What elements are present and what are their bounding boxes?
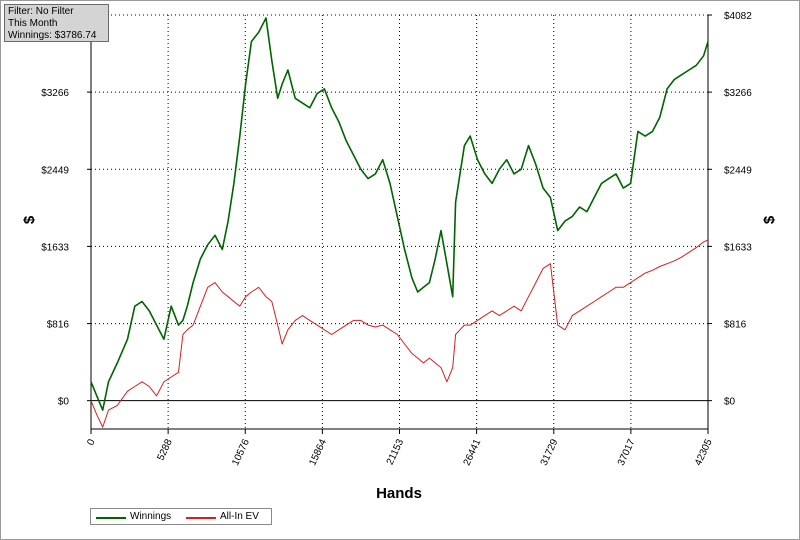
legend-label-allin-ev: All-In EV <box>220 511 259 522</box>
y-tick-label-right: $2449 <box>724 165 752 176</box>
legend-swatch-allin-ev <box>186 517 216 519</box>
x-tick-label: 5288 <box>155 437 175 462</box>
y-tick-label-left: $3266 <box>41 88 69 99</box>
x-tick-label: 10576 <box>230 437 252 467</box>
period-text: This Month <box>8 18 58 29</box>
x-axis-title: Hands <box>376 485 422 502</box>
winnings-text: Winnings: $3786.74 <box>8 30 97 41</box>
x-tick-label: 31729 <box>539 437 561 467</box>
y-tick-label-right: $1633 <box>724 242 752 253</box>
grid-layer <box>91 14 708 429</box>
label-layer: $0 $0 $816 $816 $1633 $1633 $2449 $2449 $3266 $32… <box>41 11 752 467</box>
chart-legend: Winnings All-In EV <box>90 508 272 525</box>
x-tick-label: 15864 <box>307 437 329 467</box>
y-tick-label-right: $816 <box>724 320 747 331</box>
y-tick-label-left: $816 <box>47 320 70 331</box>
x-tick-label: 37017 <box>616 437 638 467</box>
legend-swatch-winnings <box>96 517 126 519</box>
x-tick-label: 21153 <box>385 437 407 467</box>
x-tick-label: 0 <box>85 437 98 447</box>
x-tick-label: 26441 <box>462 437 484 467</box>
filter-text: Filter: No Filter <box>8 6 74 17</box>
series-layer <box>90 17 709 428</box>
allin-ev-line <box>90 239 709 428</box>
axis-layer <box>87 14 712 434</box>
y-axis-title-right: $ <box>761 215 778 224</box>
x-tick-label: 42305 <box>693 437 715 467</box>
legend-label-winnings: Winnings <box>130 511 172 522</box>
y-tick-label-right: $0 <box>724 397 736 408</box>
y-tick-label-left: $1633 <box>41 242 69 253</box>
y-tick-label-left: $2449 <box>41 165 69 176</box>
y-tick-label-left: $0 <box>58 397 70 408</box>
winnings-line <box>90 17 709 411</box>
y-tick-label-right: $4082 <box>724 11 752 22</box>
summary-info-box: Filter: No Filter This Month Winnings: $… <box>4 4 109 42</box>
y-axis-title-left: $ <box>21 215 38 224</box>
y-tick-label-right: $3266 <box>724 88 752 99</box>
